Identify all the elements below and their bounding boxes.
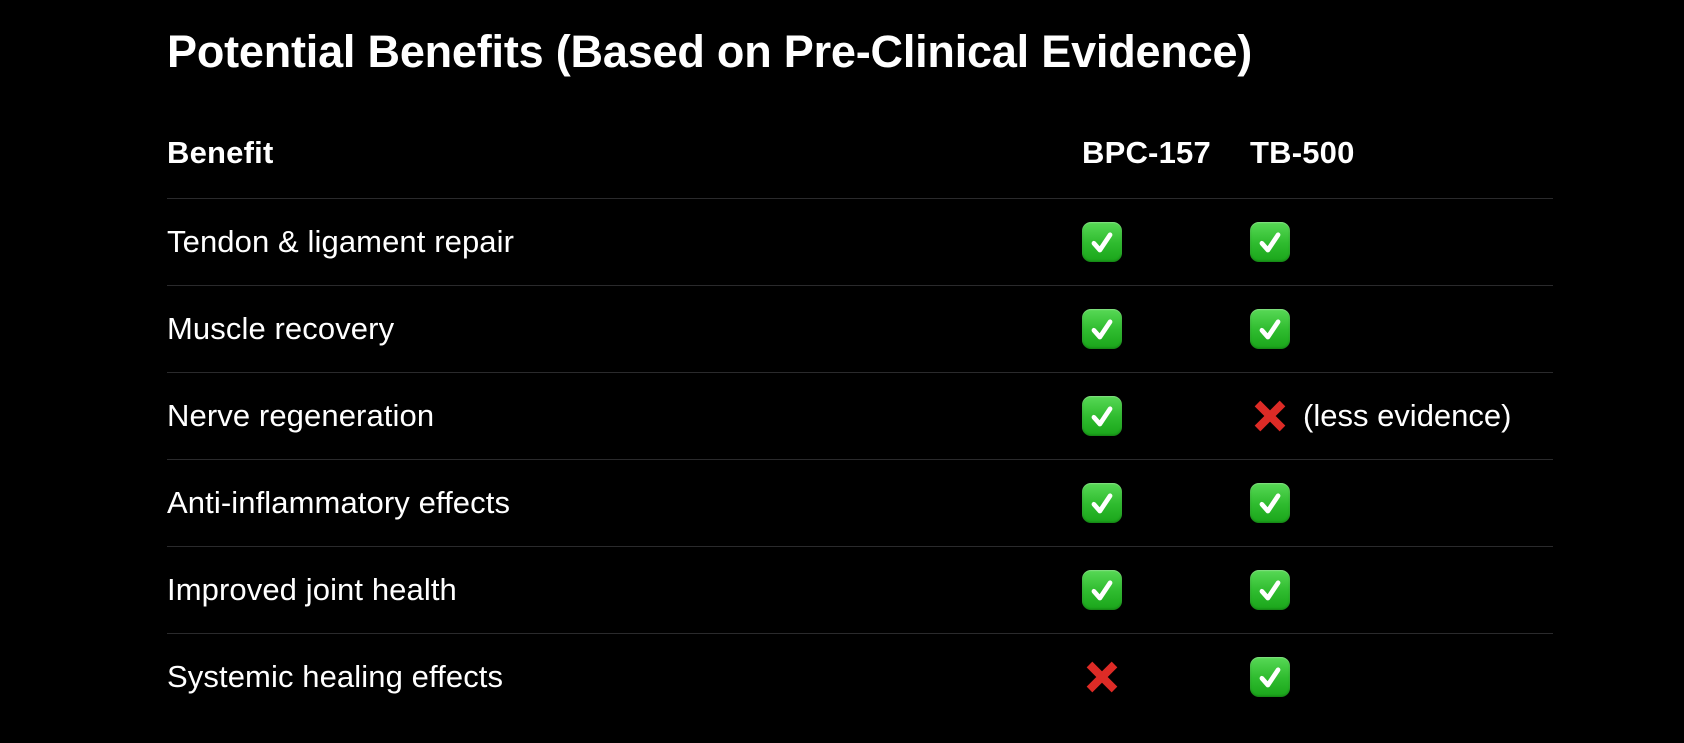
table-body: Tendon & ligament repair Muscle recovery… bbox=[167, 199, 1553, 720]
tb500-cell: (less evidence) bbox=[1250, 396, 1553, 436]
check-icon bbox=[1250, 222, 1290, 262]
benefit-label: Tendon & ligament repair bbox=[167, 224, 515, 259]
check-icon bbox=[1082, 222, 1122, 262]
check-icon bbox=[1082, 396, 1122, 436]
check-icon bbox=[1250, 483, 1290, 523]
column-header-bpc157: BPC-157 bbox=[1082, 135, 1211, 170]
tb500-cell bbox=[1250, 483, 1553, 523]
column-header-benefit: Benefit bbox=[167, 135, 274, 170]
tb500-cell bbox=[1250, 222, 1553, 262]
benefit-label: Systemic healing effects bbox=[167, 659, 504, 694]
bpc157-cell bbox=[1082, 657, 1250, 697]
tb500-cell bbox=[1250, 309, 1553, 349]
check-icon bbox=[1250, 657, 1290, 697]
benefits-comparison-table: Benefit BPC-157 TB-500 Tendon & ligament… bbox=[167, 108, 1553, 720]
cross-icon bbox=[1082, 657, 1122, 697]
check-icon bbox=[1250, 309, 1290, 349]
less-evidence-note: (less evidence) bbox=[1303, 398, 1512, 433]
bpc157-cell bbox=[1082, 396, 1250, 436]
page-title: Potential Benefits (Based on Pre-Clinica… bbox=[167, 26, 1253, 77]
column-header-tb500: TB-500 bbox=[1250, 135, 1355, 170]
benefit-label: Muscle recovery bbox=[167, 311, 395, 346]
tb500-cell bbox=[1250, 570, 1553, 610]
table-row: Nerve regeneration (less evidence) bbox=[167, 373, 1553, 460]
bpc157-cell bbox=[1082, 570, 1250, 610]
tb500-cell bbox=[1250, 657, 1553, 697]
bpc157-cell bbox=[1082, 309, 1250, 349]
check-icon bbox=[1082, 483, 1122, 523]
check-icon bbox=[1082, 570, 1122, 610]
bpc157-cell bbox=[1082, 222, 1250, 262]
table-row: Muscle recovery bbox=[167, 286, 1553, 373]
table-row: Improved joint health bbox=[167, 547, 1553, 634]
table-header-row: Benefit BPC-157 TB-500 bbox=[167, 108, 1553, 199]
table-row: Anti-inflammatory effects bbox=[167, 460, 1553, 547]
table-row: Systemic healing effects bbox=[167, 634, 1553, 720]
check-icon bbox=[1250, 570, 1290, 610]
benefit-label: Improved joint health bbox=[167, 572, 457, 607]
benefit-label: Nerve regeneration bbox=[167, 398, 435, 433]
benefit-label: Anti-inflammatory effects bbox=[167, 485, 511, 520]
cross-icon bbox=[1250, 396, 1290, 436]
table-row: Tendon & ligament repair bbox=[167, 199, 1553, 286]
check-icon bbox=[1082, 309, 1122, 349]
bpc157-cell bbox=[1082, 483, 1250, 523]
